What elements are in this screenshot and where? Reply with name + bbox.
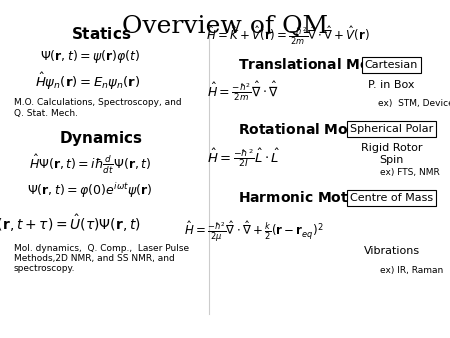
Text: $\hat{H} = \hat{K} + \hat{V}(\mathbf{r}) = \frac{-\hbar^2}{2m}\hat{\nabla}\cdot\: $\hat{H} = \hat{K} + \hat{V}(\mathbf{r})… [206, 25, 370, 47]
Text: $\hat{H}\Psi(\mathbf{r},t) = i\hbar\frac{d}{dt}\Psi(\mathbf{r},t)$: $\hat{H}\Psi(\mathbf{r},t) = i\hbar\frac… [29, 152, 151, 176]
Text: Centre of Mass: Centre of Mass [350, 193, 433, 203]
Text: $\mathbf{Statics}$: $\mathbf{Statics}$ [71, 26, 131, 42]
Text: Vibrations: Vibrations [364, 246, 419, 256]
Text: $\mathbf{Dynamics}$: $\mathbf{Dynamics}$ [59, 129, 144, 148]
Text: ex)  STM, Devices: ex) STM, Devices [378, 99, 450, 107]
Text: $\Psi(\mathbf{r},t) = \varphi(0)e^{i\omega t}\psi(\mathbf{r})$: $\Psi(\mathbf{r},t) = \varphi(0)e^{i\ome… [27, 182, 153, 200]
Text: $\Psi(\mathbf{r},t) = \psi(\mathbf{r})\varphi(t)$: $\Psi(\mathbf{r},t) = \psi(\mathbf{r})\v… [40, 48, 140, 65]
Text: Spherical Polar: Spherical Polar [350, 124, 433, 134]
Text: $\mathbf{Translational\ Motion}$: $\mathbf{Translational\ Motion}$ [238, 57, 401, 72]
Text: Spin: Spin [379, 155, 404, 165]
Text: M.O. Calculations, Spectroscopy, and
Q. Stat. Mech.: M.O. Calculations, Spectroscopy, and Q. … [14, 98, 181, 118]
Text: ex) IR, Raman: ex) IR, Raman [380, 266, 444, 275]
Text: $\mathbf{Rotational\ Motion}$: $\mathbf{Rotational\ Motion}$ [238, 122, 379, 137]
Text: Cartesian: Cartesian [365, 60, 418, 70]
Text: $\Psi(\mathbf{r},t+\tau) = \hat{U}(\tau)\Psi(\mathbf{r},t)$: $\Psi(\mathbf{r},t+\tau) = \hat{U}(\tau)… [0, 213, 140, 234]
Text: $\hat{H}\psi_n(\mathbf{r}) = E_n\psi_n(\mathbf{r})$: $\hat{H}\psi_n(\mathbf{r}) = E_n\psi_n(\… [35, 71, 140, 92]
Text: $\mathbf{Harmonic\ Motion}$: $\mathbf{Harmonic\ Motion}$ [238, 190, 373, 205]
Text: $\hat{H} = \frac{-\hbar^2}{2I}\hat{L}\cdot\hat{L}$: $\hat{H} = \frac{-\hbar^2}{2I}\hat{L}\cd… [207, 146, 279, 169]
Text: ex) FTS, NMR: ex) FTS, NMR [380, 168, 440, 177]
Text: Rigid Rotor: Rigid Rotor [361, 143, 422, 153]
Text: $\hat{H} = \frac{-\hbar^2}{2m}\hat{\nabla}\cdot\hat{\nabla}$: $\hat{H} = \frac{-\hbar^2}{2m}\hat{\nabl… [207, 79, 279, 103]
Text: $\hat{H} = \frac{-\hbar^2}{2\mu}\hat{\nabla}\cdot\hat{\nabla} + \frac{k}{2}(\mat: $\hat{H} = \frac{-\hbar^2}{2\mu}\hat{\na… [184, 219, 324, 244]
Text: Mol. dynamics,  Q. Comp.,  Laser Pulse
Methods,2D NMR, and SS NMR, and
spectrosc: Mol. dynamics, Q. Comp., Laser Pulse Met… [14, 244, 189, 273]
Text: Overview of QM: Overview of QM [122, 15, 328, 38]
Text: P. in Box: P. in Box [368, 79, 415, 90]
